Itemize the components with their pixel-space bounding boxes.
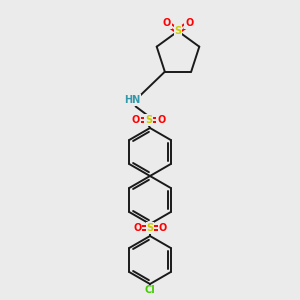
Text: S: S <box>145 115 152 125</box>
Text: O: O <box>159 223 167 233</box>
Text: O: O <box>133 223 141 233</box>
Text: S: S <box>174 26 182 36</box>
Text: O: O <box>157 115 165 125</box>
Text: S: S <box>146 223 154 233</box>
Text: O: O <box>131 115 140 125</box>
Text: O: O <box>185 18 193 28</box>
Text: O: O <box>163 18 171 28</box>
Text: HN: HN <box>124 95 140 105</box>
Text: Cl: Cl <box>145 285 155 296</box>
